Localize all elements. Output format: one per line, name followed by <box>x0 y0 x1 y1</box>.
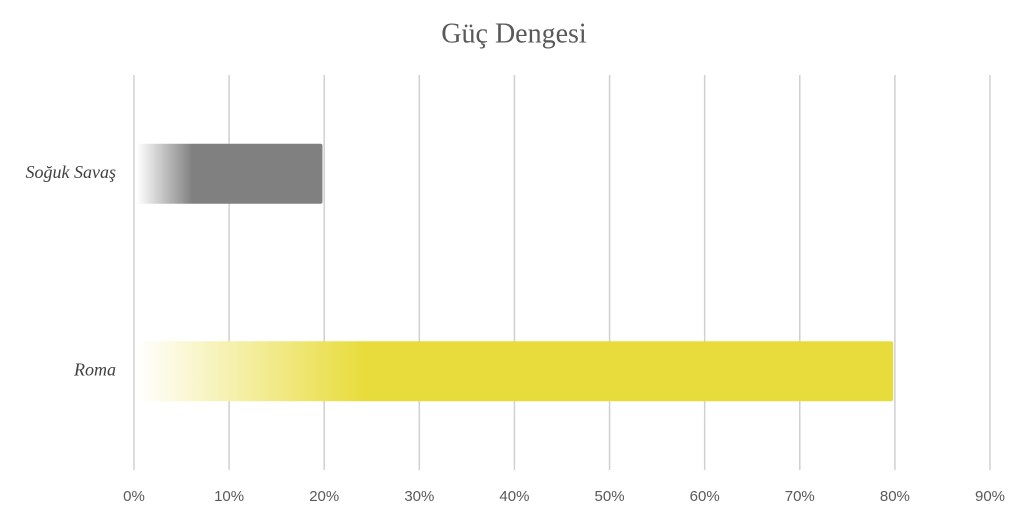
x-tick-label: 0% <box>123 488 145 505</box>
x-tick-label: 80% <box>880 488 910 505</box>
x-tick-label: 40% <box>499 488 529 505</box>
x-tick-label: 10% <box>214 488 244 505</box>
bar <box>137 143 323 204</box>
y-tick-label: Roma <box>73 359 116 379</box>
x-tick-label: 20% <box>309 488 339 505</box>
x-tick-label: 70% <box>785 488 815 505</box>
y-tick-label: Soğuk Savaş <box>26 162 116 182</box>
bar <box>137 341 894 402</box>
x-tick-label: 50% <box>595 488 625 505</box>
x-tick-label: 30% <box>404 488 434 505</box>
x-tick-label: 60% <box>690 488 720 505</box>
x-tick-label: 90% <box>975 488 1005 505</box>
chart-title: Güç Dengesi <box>441 18 587 49</box>
